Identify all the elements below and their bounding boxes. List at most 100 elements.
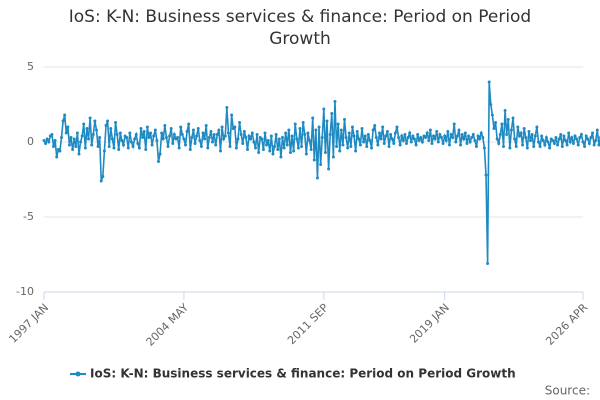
point bbox=[571, 142, 575, 145]
point bbox=[261, 148, 265, 151]
legend-label: IoS: K-N: Business services & finance: P… bbox=[90, 367, 516, 381]
point bbox=[535, 125, 539, 129]
point bbox=[541, 139, 545, 142]
point bbox=[284, 131, 288, 135]
point bbox=[265, 143, 269, 147]
point bbox=[424, 136, 428, 139]
point bbox=[295, 137, 299, 141]
point bbox=[269, 134, 273, 138]
point bbox=[288, 151, 292, 154]
point bbox=[529, 139, 533, 142]
point bbox=[436, 140, 440, 144]
y-tick-label: 5 bbox=[27, 60, 34, 73]
point bbox=[417, 139, 421, 142]
point bbox=[538, 145, 542, 148]
point bbox=[336, 122, 340, 126]
point bbox=[230, 113, 234, 117]
point bbox=[90, 143, 94, 147]
point bbox=[521, 143, 525, 147]
point bbox=[72, 137, 76, 141]
point bbox=[304, 152, 308, 156]
y-tick-label: -10 bbox=[16, 285, 34, 298]
point bbox=[527, 130, 531, 133]
point bbox=[182, 137, 186, 141]
point bbox=[352, 134, 356, 138]
point bbox=[142, 130, 146, 133]
point bbox=[551, 139, 555, 142]
point bbox=[198, 139, 202, 142]
point bbox=[274, 133, 278, 136]
point bbox=[341, 143, 345, 147]
point bbox=[511, 116, 515, 120]
point bbox=[199, 145, 203, 148]
x-tick-label: 2019 JAN bbox=[407, 301, 452, 346]
point bbox=[371, 128, 375, 132]
point bbox=[508, 146, 512, 150]
point bbox=[106, 119, 110, 123]
point bbox=[408, 131, 412, 135]
point bbox=[249, 137, 253, 141]
point bbox=[479, 131, 483, 135]
point bbox=[241, 142, 245, 145]
point bbox=[236, 137, 240, 141]
point bbox=[385, 130, 389, 133]
point bbox=[203, 137, 207, 141]
point bbox=[238, 121, 242, 124]
point bbox=[451, 136, 455, 139]
point bbox=[556, 143, 560, 147]
point bbox=[137, 146, 141, 150]
point bbox=[206, 146, 210, 150]
point bbox=[409, 140, 413, 144]
point bbox=[470, 136, 474, 139]
point bbox=[502, 145, 506, 148]
point bbox=[441, 142, 445, 145]
point bbox=[366, 133, 370, 136]
point bbox=[212, 133, 216, 136]
x-tick-label: 2004 MAY bbox=[144, 301, 192, 349]
point bbox=[185, 130, 189, 133]
point bbox=[449, 133, 453, 136]
point bbox=[544, 136, 548, 139]
point bbox=[69, 136, 73, 139]
point bbox=[583, 145, 587, 148]
point bbox=[82, 122, 86, 126]
point bbox=[67, 143, 71, 147]
point bbox=[303, 133, 307, 136]
point bbox=[131, 145, 135, 148]
chart-title: IoS: K-N: Business services & finance: P… bbox=[68, 7, 532, 49]
point bbox=[136, 142, 140, 145]
point bbox=[239, 133, 243, 136]
point bbox=[546, 140, 550, 144]
point bbox=[315, 176, 319, 180]
point bbox=[379, 137, 383, 141]
point bbox=[560, 145, 564, 148]
point bbox=[465, 142, 469, 145]
point bbox=[98, 136, 102, 139]
point bbox=[405, 142, 409, 145]
point bbox=[416, 133, 420, 136]
point bbox=[427, 139, 431, 142]
point bbox=[201, 131, 205, 135]
point bbox=[109, 127, 113, 130]
point bbox=[156, 160, 160, 163]
x-tick-label: 2026 APR bbox=[543, 301, 590, 348]
point bbox=[486, 262, 490, 265]
point bbox=[191, 128, 195, 132]
point bbox=[282, 146, 286, 150]
point bbox=[568, 140, 572, 144]
point bbox=[161, 137, 165, 141]
point bbox=[211, 140, 215, 144]
point bbox=[487, 80, 491, 84]
y-tick-label: -5 bbox=[23, 210, 34, 223]
point bbox=[346, 146, 350, 150]
point bbox=[392, 142, 396, 145]
point bbox=[570, 136, 574, 139]
point bbox=[180, 133, 184, 136]
point bbox=[309, 148, 313, 151]
point bbox=[355, 130, 359, 133]
point bbox=[158, 152, 162, 156]
point bbox=[155, 139, 159, 142]
point bbox=[517, 134, 521, 138]
